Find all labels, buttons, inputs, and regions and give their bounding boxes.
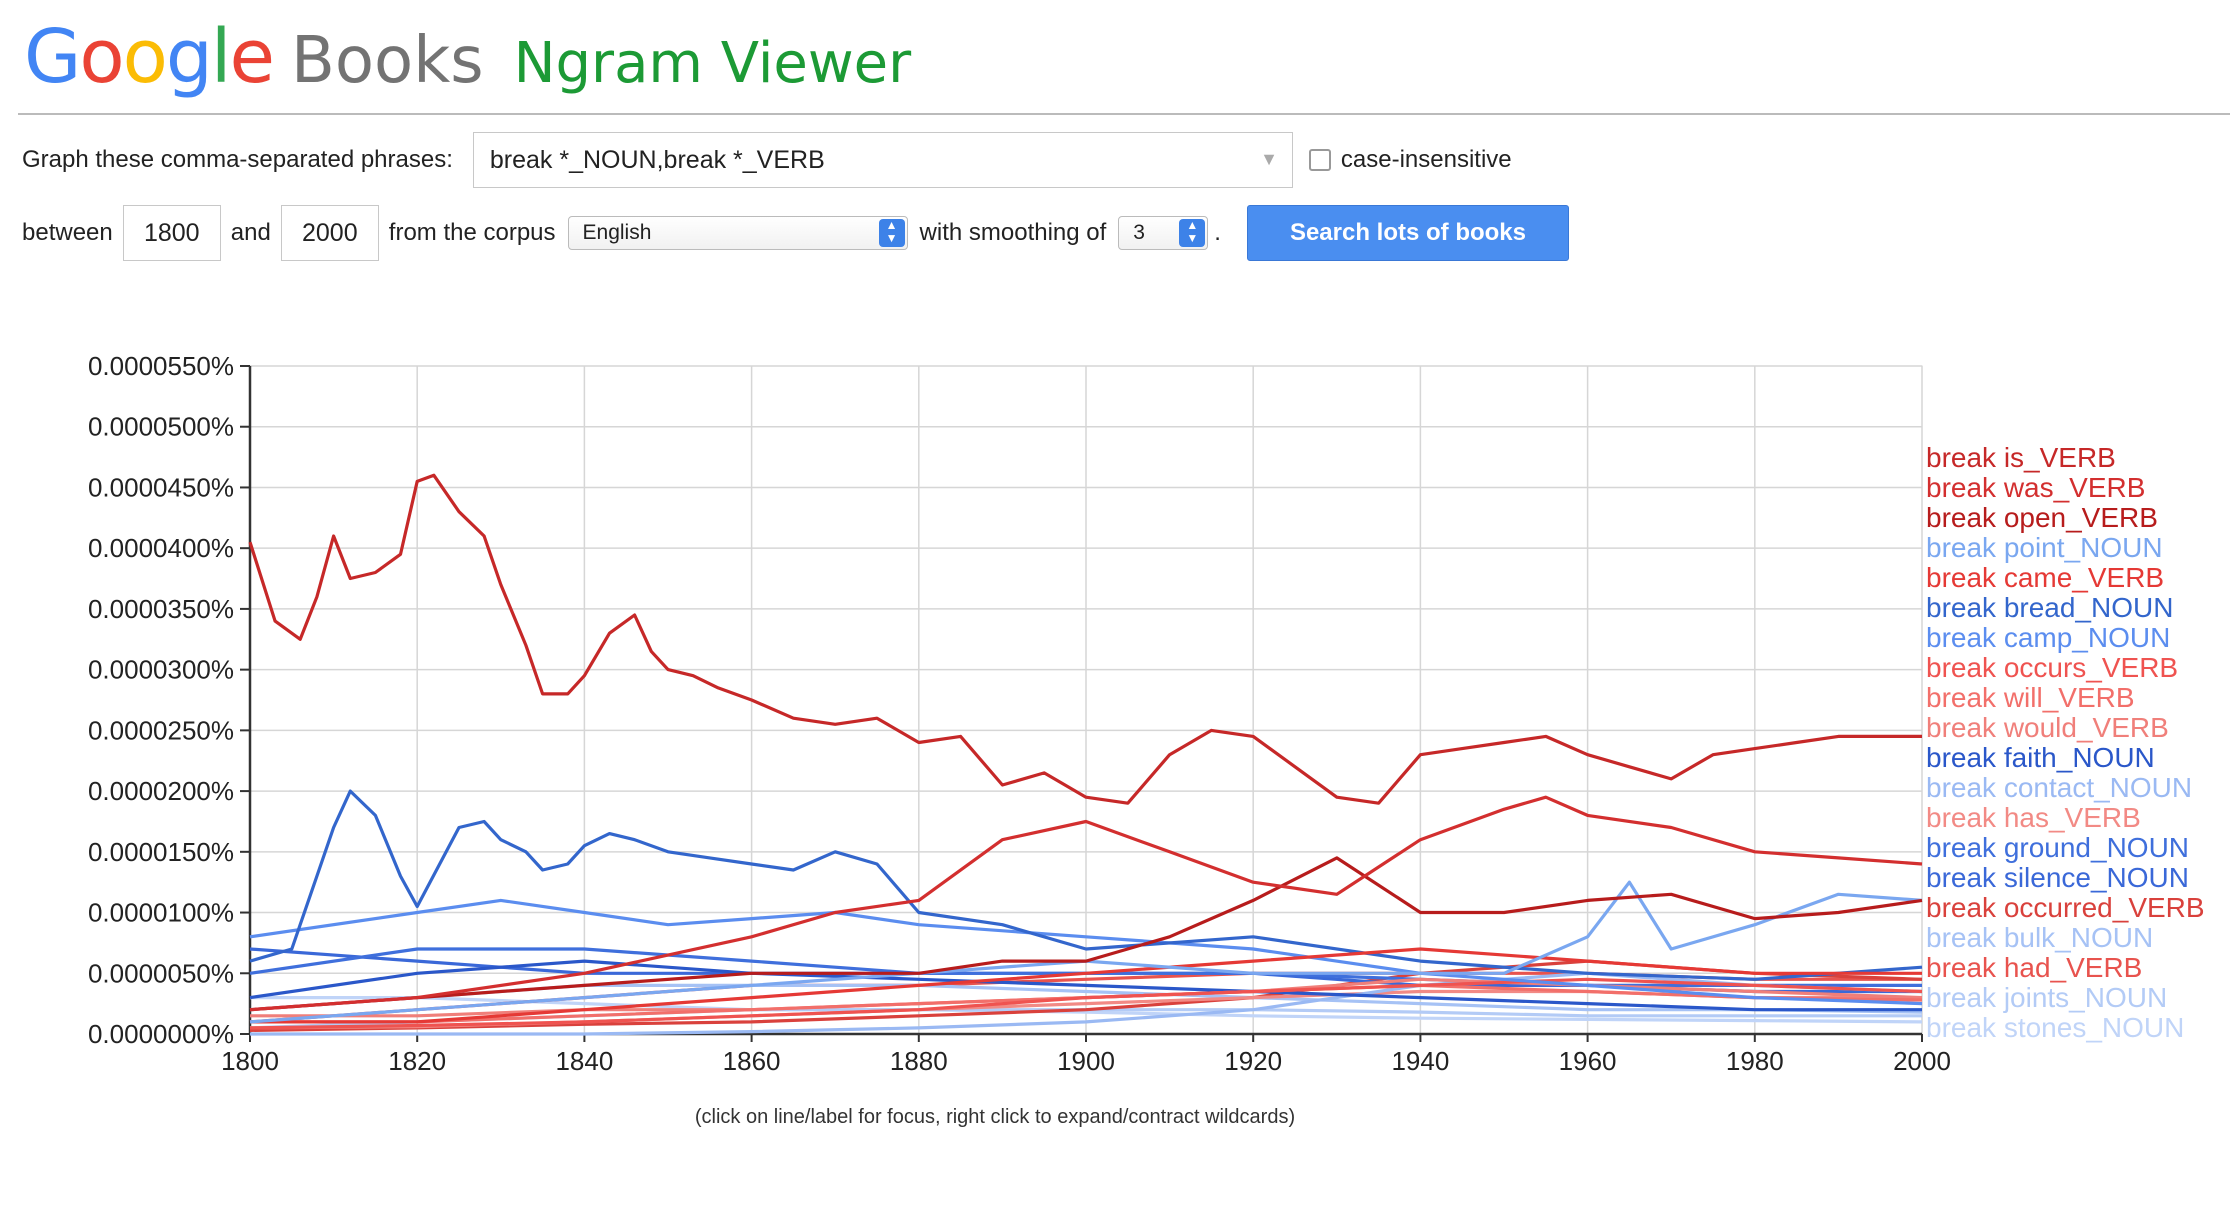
x-tick-label: 1800 [221,1046,279,1076]
logo-letter: l [210,14,232,100]
x-tick-label: 1920 [1224,1046,1282,1076]
books-wordmark: Books [290,24,484,98]
x-tick-label: 1880 [890,1046,948,1076]
y-tick-label: 0.0000050% [88,958,234,988]
smoothing-select[interactable]: 3 ▲ ▼ [1118,216,1209,250]
page-title: Ngram Viewer [513,31,912,96]
legend-label[interactable]: break is_VERB [1926,442,2116,473]
smoothing-value: 3 [1133,221,1145,244]
phrases-input[interactable]: break *_NOUN,break *_VERB ▼ [472,132,1293,188]
legend-label[interactable]: break contact_NOUN [1926,772,2192,803]
y-tick-label: 0.0000300% [88,655,234,685]
y-tick-label: 0.0000550% [88,351,234,381]
x-tick-label: 1940 [1391,1046,1449,1076]
series-line [249,795,1923,1012]
x-tick-label: 1820 [388,1046,446,1076]
y-tick-label: 0.0000100% [88,898,234,928]
series-line [250,971,1923,1036]
logo-letter: G [24,14,81,100]
legend-label[interactable]: break came_VERB [1926,562,2164,593]
phrases-label: Graph these comma-separated phrases: [22,146,453,173]
x-tick-label: 1900 [1057,1046,1115,1076]
y-tick-label: 0.0000150% [88,837,234,867]
series-line [249,959,1922,1012]
series-line [249,880,1923,1024]
legend-label[interactable]: break faith_NOUN [1926,742,2155,773]
series-line [249,789,1923,981]
series-line [250,947,1922,1024]
dropdown-caret-icon[interactable]: ▼ [1260,149,1278,169]
between-label: between [22,219,113,246]
legend-label[interactable]: break has_VERB [1926,802,2141,833]
and-label: and [230,219,271,246]
logo-letter: g [165,14,213,100]
start-year-input[interactable]: 1800 [122,205,221,261]
legend-label[interactable]: break would_VERB [1926,712,2169,743]
legend-label[interactable]: break point_NOUN [1926,532,2163,563]
corpus-value: English [582,221,652,244]
y-tick-label: 0.0000500% [88,412,234,442]
legend-label[interactable]: break had_VERB [1926,952,2142,983]
legend-label[interactable]: break will_VERB [1926,682,2135,713]
legend-label[interactable]: break bulk_NOUN [1926,922,2153,953]
logo-letter: e [229,14,275,100]
y-tick-label: 0.0000350% [88,594,234,624]
legend-label[interactable]: break occurred_VERB [1926,892,2205,923]
legend-label[interactable]: break stones_NOUN [1926,1012,2184,1043]
y-tick-label: 0.0000450% [88,472,234,502]
corpus-select[interactable]: English ▲ ▼ [567,216,908,250]
case-insensitive-checkbox[interactable] [1308,149,1331,171]
legend-label[interactable]: break camp_NOUN [1926,622,2170,653]
search-button[interactable]: Search lots of books [1246,205,1569,261]
y-tick-label: 0.0000400% [88,533,234,563]
corpus-label: from the corpus [388,219,556,246]
series-line [249,898,1923,1006]
x-tick-label: 1960 [1559,1046,1617,1076]
y-tick-label: 0.0000200% [88,776,234,806]
legend-label[interactable]: break silence_NOUN [1926,862,2189,893]
options-row: between 1800 and 2000 from the corpus En… [22,203,1569,263]
legend-label[interactable]: break occurs_VERB [1926,652,2178,683]
x-tick-label: 1860 [723,1046,781,1076]
select-spinner-icon: ▲ ▼ [1179,219,1206,247]
chart-hint: (click on line/label for focus, right cl… [694,1106,1296,1128]
select-spinner-icon: ▲ ▼ [878,219,905,247]
y-tick-label: 0.0000000% [88,1019,234,1049]
period-text: . [1214,219,1221,246]
x-tick-label: 2000 [1893,1046,1951,1076]
y-tick-label: 0.0000250% [88,715,234,745]
series-line [249,977,1923,1030]
logo-letter: o [122,14,168,100]
logo-letter: o [79,14,124,100]
legend-label[interactable]: break joints_NOUN [1926,982,2167,1013]
x-tick-label: 1840 [555,1046,613,1076]
legend-label[interactable]: break bread_NOUN [1926,592,2173,623]
x-tick-label: 1980 [1726,1046,1784,1076]
legend-label[interactable]: break open_VERB [1926,502,2158,533]
series-line [248,473,1922,805]
phrases-value: break *_NOUN,break *_VERB [489,145,825,174]
google-books-logo[interactable]: Google Books Ngram Viewer [24,14,911,106]
ngram-chart: 1800 1820 1840 1860 1880 1900 1920 1940 1960 1980… [88,351,2205,1076]
legend-label[interactable]: break ground_NOUN [1926,832,2189,863]
series-line [249,856,1923,1012]
google-wordmark: Google [24,14,275,100]
header-divider [18,113,2230,115]
legend-label[interactable]: break was_VERB [1926,472,2145,503]
smoothing-label: with smoothing of [919,219,1107,246]
phrase-row: Graph these comma-separated phrases: bre… [22,132,1512,188]
end-year-input[interactable]: 2000 [280,205,379,261]
case-insensitive-label[interactable]: case-insensitive [1340,146,1512,173]
